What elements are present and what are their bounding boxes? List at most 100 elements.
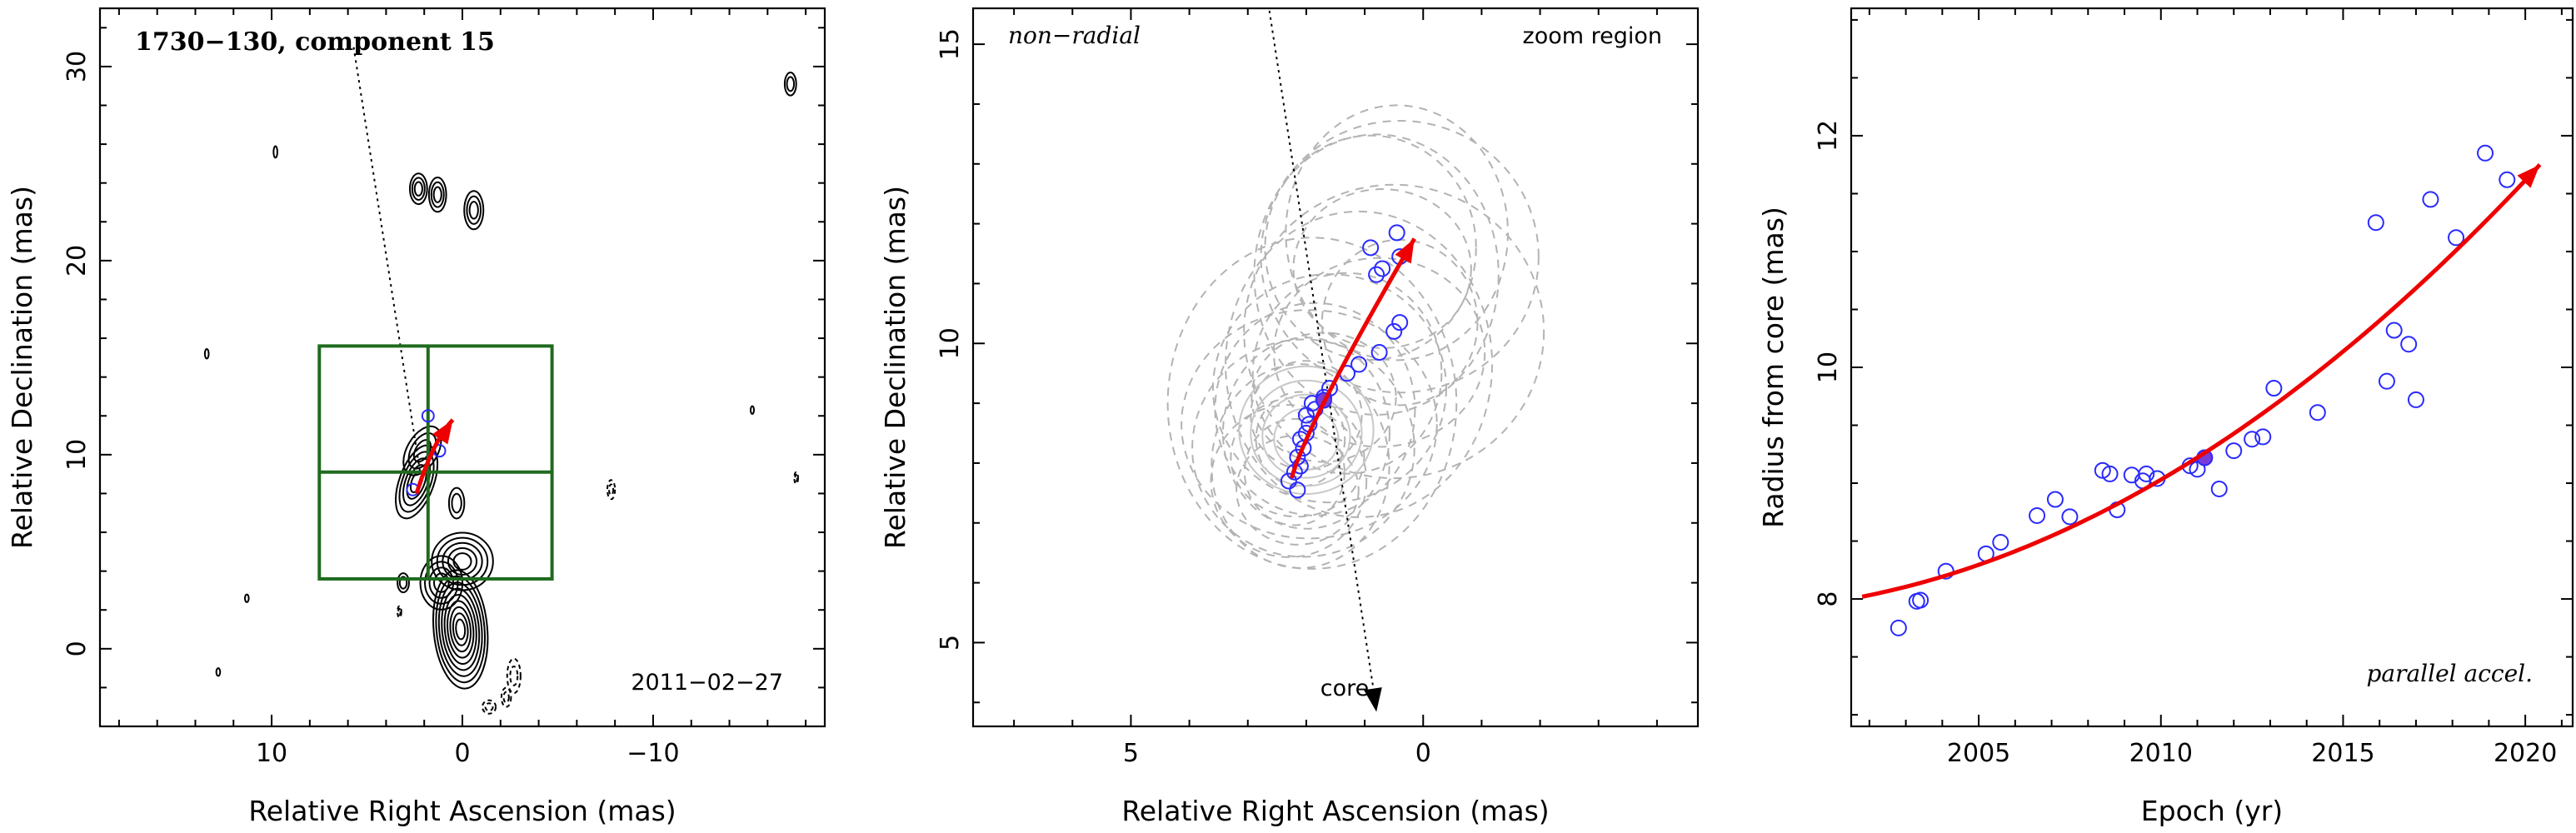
- error-ellipse: [1225, 210, 1494, 518]
- x-axis-label: Relative Right Ascension (mas): [1121, 795, 1549, 827]
- error-ellipse: [1264, 134, 1477, 361]
- data-point: [2101, 465, 2119, 482]
- overlay: [317, 47, 554, 581]
- contour-line: [435, 575, 486, 684]
- y-tick-label: 10: [62, 439, 92, 471]
- data-point: [2189, 461, 2206, 478]
- data-point: [2029, 506, 2046, 524]
- error-ellipse: [1191, 338, 1415, 558]
- data-point: [2138, 465, 2155, 482]
- data-point: [2265, 380, 2283, 397]
- data-point: [1289, 481, 1306, 499]
- contour-line: [408, 172, 428, 206]
- data-point: [2477, 144, 2494, 162]
- overlay: [1268, 8, 1416, 712]
- negative-contour: [606, 479, 617, 501]
- data-point: [1368, 266, 1385, 283]
- data-point: [2378, 372, 2395, 390]
- error-ellipse: [1238, 365, 1375, 496]
- x-tick-label: 5: [1123, 739, 1139, 768]
- fit-arrowhead: [432, 419, 453, 445]
- zoom-region-label: zoom region: [1523, 23, 1662, 49]
- data-point: [2210, 480, 2228, 497]
- contour-map: [203, 72, 799, 715]
- error-ellipse: [1292, 188, 1472, 349]
- data-point: [2225, 442, 2243, 460]
- y-axis-label: Relative Declination (mas): [6, 186, 38, 549]
- negative-contour: [397, 605, 402, 619]
- contour-line: [449, 606, 472, 653]
- x-tick-label: 0: [1415, 739, 1431, 768]
- contour-line: [430, 181, 445, 208]
- panel-zoom: 5 0 5 10 15 non−radial zoom region core Rela…: [879, 7, 1700, 827]
- error-ellipse: [1166, 237, 1458, 570]
- contour-line: [243, 593, 250, 603]
- y-tick-label: 15: [936, 28, 965, 60]
- negative-contour: [794, 473, 798, 482]
- panel-map: 10 0 −10 0 10 20 30 1730−130, component 15 201…: [6, 7, 826, 827]
- error-ellipse: [1285, 104, 1509, 362]
- contour-line: [398, 576, 408, 590]
- contour-line: [783, 72, 797, 97]
- negative-contour: [608, 483, 615, 496]
- contour-line: [452, 612, 469, 646]
- negative-contour: [484, 702, 494, 712]
- contour-line: [427, 176, 447, 213]
- y-tick-label: 5: [936, 635, 965, 651]
- x-tick-label: 0: [454, 739, 470, 768]
- y-tick-label: 30: [62, 51, 92, 82]
- contour-line: [447, 486, 466, 520]
- motion-track: [352, 47, 422, 475]
- error-ellipse: [1250, 379, 1363, 487]
- error-ellipse: [1250, 360, 1363, 471]
- negative-contour: [397, 607, 402, 616]
- contour-line: [431, 531, 494, 591]
- plot-frame: [971, 7, 1700, 728]
- data-point: [2422, 191, 2439, 208]
- error-ellipse: [1236, 434, 1360, 546]
- contour-line: [215, 667, 222, 677]
- fit-curve: [1289, 237, 1416, 479]
- data-point: [1912, 591, 1930, 609]
- x-tick-label: 2005: [1947, 739, 2010, 768]
- x-tick-label: 2010: [2129, 739, 2193, 768]
- plot-frame: [98, 7, 826, 728]
- contour-line: [419, 555, 464, 611]
- contour-line: [406, 464, 427, 500]
- data-point: [2244, 431, 2261, 448]
- x-axis-label: Epoch (yr): [2141, 795, 2283, 827]
- data-point: [1374, 260, 1391, 277]
- y-tick-label: 10: [1814, 352, 1843, 383]
- contour-line: [402, 425, 442, 476]
- parallel-accel-label: parallel accel.: [2366, 660, 2533, 687]
- data-point: [1388, 224, 1405, 242]
- core-label: core: [1320, 676, 1369, 701]
- data-point: [2046, 491, 2064, 508]
- negative-contour: [482, 699, 497, 715]
- contour-line: [395, 444, 439, 520]
- y-axis-label: Radius from core (mas): [1757, 207, 1790, 528]
- y-tick-label: 12: [1814, 120, 1843, 152]
- error-ellipse: [1251, 272, 1443, 475]
- contour-line: [411, 177, 426, 201]
- error-ellipse: [1253, 133, 1500, 416]
- negative-contour: [509, 666, 519, 686]
- data-point: [1280, 472, 1297, 490]
- data-point: [1385, 322, 1403, 340]
- contour-line: [424, 561, 459, 605]
- contour-line: [443, 594, 477, 665]
- data-point: [2448, 229, 2465, 247]
- error-ellipse: [1255, 391, 1346, 487]
- data-point: [1391, 314, 1409, 332]
- contour-line: [413, 181, 423, 197]
- contour-line: [451, 492, 462, 514]
- error-ellipse: [1272, 257, 1486, 448]
- tick-marks: 2005 2010 2015 2020 8 10 12: [1814, 8, 2573, 768]
- negative-contour: [502, 691, 510, 704]
- error-ellipse: [1230, 397, 1365, 518]
- contour-line: [786, 76, 796, 92]
- negative-contour: [506, 657, 522, 695]
- contour-line: [466, 195, 482, 225]
- error-ellipse: [1260, 119, 1540, 394]
- contour-line: [463, 190, 485, 231]
